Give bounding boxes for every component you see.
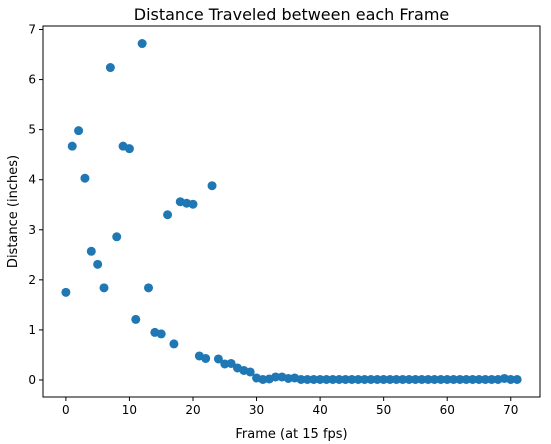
y-axis-ticks: 0 1 2 3 4 5 6 7 (28, 23, 43, 387)
data-point (169, 339, 179, 349)
data-point (188, 199, 198, 209)
data-point (201, 353, 211, 363)
data-point (512, 374, 522, 384)
x-tick-label: 30 (249, 403, 264, 417)
y-tick-label: 1 (28, 323, 36, 337)
data-point (74, 126, 84, 136)
data-point (347, 374, 357, 384)
data-point (213, 354, 223, 364)
data-point (302, 374, 312, 384)
data-point (410, 374, 420, 384)
y-tick-label: 2 (28, 273, 36, 287)
data-point (436, 374, 446, 384)
data-point (296, 374, 306, 384)
data-point (468, 374, 478, 384)
y-tick-label: 3 (28, 223, 36, 237)
data-point (105, 63, 115, 73)
x-tick-label: 0 (62, 403, 70, 417)
data-point (429, 374, 439, 384)
data-point (99, 283, 109, 293)
data-point (321, 374, 331, 384)
data-point (391, 374, 401, 384)
data-point (80, 173, 90, 183)
y-tick-label: 7 (28, 23, 36, 37)
data-point (226, 358, 236, 368)
x-axis-ticks: 0 10 20 30 40 50 60 70 (62, 397, 518, 417)
data-point (449, 374, 459, 384)
data-point (61, 287, 71, 297)
data-point (334, 374, 344, 384)
data-point (112, 232, 122, 242)
data-point (461, 374, 471, 384)
data-point (474, 374, 484, 384)
data-point (315, 374, 325, 384)
data-point (156, 329, 166, 339)
data-point (506, 374, 516, 384)
data-point (480, 374, 490, 384)
data-point (271, 372, 281, 382)
y-tick-label: 4 (28, 173, 36, 187)
data-point (124, 144, 134, 154)
plot-area: 0 10 20 30 40 50 60 70 0 1 2 3 4 5 6 7 (28, 23, 541, 417)
data-point (398, 374, 408, 384)
x-axis-label: Frame (at 15 fps) (235, 427, 347, 442)
x-tick-label: 40 (312, 403, 327, 417)
x-tick-label: 70 (503, 403, 518, 417)
y-tick-label: 0 (28, 373, 36, 387)
y-axis-label: Distance (inches) (6, 155, 21, 268)
data-point (360, 374, 370, 384)
data-points (61, 39, 522, 384)
data-point (423, 374, 433, 384)
data-point (144, 283, 154, 293)
chart-title: Distance Traveled between each Frame (134, 5, 450, 24)
data-point (163, 210, 173, 220)
data-point (487, 374, 497, 384)
data-point (353, 374, 363, 384)
data-point (93, 259, 103, 269)
data-point (372, 374, 382, 384)
x-tick-label: 60 (440, 403, 455, 417)
data-point (245, 367, 255, 377)
data-point (385, 374, 395, 384)
data-point (309, 374, 319, 384)
x-tick-label: 20 (185, 403, 200, 417)
data-point (442, 374, 452, 384)
data-point (379, 374, 389, 384)
data-point (86, 246, 96, 256)
data-point (455, 374, 465, 384)
y-tick-label: 5 (28, 123, 36, 137)
data-point (366, 374, 376, 384)
x-tick-label: 50 (376, 403, 391, 417)
data-point (417, 374, 427, 384)
plot-frame (42, 25, 541, 398)
data-point (404, 374, 414, 384)
data-point (207, 181, 217, 191)
x-tick-label: 10 (122, 403, 137, 417)
y-tick-label: 6 (28, 73, 36, 87)
data-point (341, 374, 351, 384)
data-point (67, 141, 77, 151)
data-point (131, 314, 141, 324)
data-point (137, 39, 147, 49)
data-point (328, 374, 338, 384)
